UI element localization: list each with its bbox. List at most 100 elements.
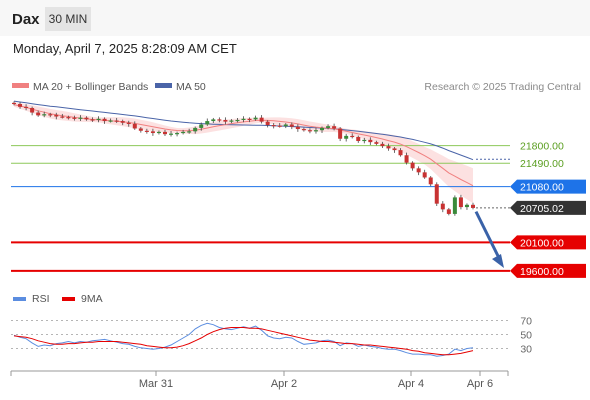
candle-body bbox=[108, 120, 113, 122]
ma20-legend-swatch bbox=[12, 83, 29, 88]
candle-body bbox=[380, 143, 385, 147]
candle-body bbox=[301, 129, 306, 131]
candle-body bbox=[398, 150, 403, 156]
x-tick-label: Apr 6 bbox=[467, 378, 493, 390]
rsi-tick-label: 50 bbox=[520, 330, 532, 342]
candle-body bbox=[235, 119, 240, 122]
candle-body bbox=[446, 209, 451, 214]
rsi-legend-label: RSI bbox=[32, 293, 50, 305]
candle-body bbox=[181, 131, 186, 134]
x-tick-label: Mar 31 bbox=[139, 378, 173, 390]
candle-body bbox=[464, 204, 469, 208]
candle-body bbox=[211, 119, 216, 122]
candle-body bbox=[332, 126, 337, 129]
rsi-tick-label: 70 bbox=[520, 316, 532, 328]
candle-body bbox=[18, 103, 23, 107]
candle-body bbox=[150, 131, 155, 134]
candle-body bbox=[374, 142, 379, 144]
candle-body bbox=[162, 131, 167, 135]
candle-body bbox=[452, 197, 457, 214]
forecast-arrow-shaft bbox=[474, 210, 502, 261]
rsi-line bbox=[13, 322, 474, 357]
level-tag-last bbox=[510, 200, 586, 215]
candle-body bbox=[283, 124, 288, 127]
candle-body bbox=[259, 117, 264, 122]
rsi-ma-line bbox=[13, 327, 474, 356]
candle-body bbox=[428, 177, 433, 185]
candle-body bbox=[265, 121, 270, 126]
candle-body bbox=[313, 130, 318, 132]
candle-body bbox=[440, 203, 445, 210]
level-label-pivot: 21080.00 bbox=[520, 182, 564, 194]
candle-body bbox=[12, 102, 16, 105]
header-bar bbox=[0, 0, 590, 36]
instrument-title: Dax bbox=[12, 11, 40, 28]
candle-body bbox=[271, 125, 276, 127]
level-label-resistance: 21490.00 bbox=[520, 158, 564, 170]
candle-body bbox=[320, 127, 325, 131]
candle-body bbox=[344, 135, 349, 139]
candle-body bbox=[169, 133, 174, 135]
candle-body bbox=[471, 204, 475, 208]
candle-body bbox=[205, 121, 210, 125]
candle-body bbox=[241, 118, 246, 120]
level-tag-target bbox=[510, 263, 586, 278]
level-label-last: 20705.02 bbox=[520, 203, 564, 215]
credit-text: Research © 2025 Trading Central bbox=[424, 81, 581, 93]
candle-body bbox=[338, 128, 343, 139]
candle-body bbox=[289, 124, 294, 127]
candle-body bbox=[54, 114, 59, 117]
level-label-target: 19600.00 bbox=[520, 266, 564, 278]
candle-body bbox=[307, 130, 312, 132]
candle-body bbox=[404, 155, 409, 163]
candle-body bbox=[350, 135, 355, 138]
candle-body bbox=[368, 139, 373, 143]
candle-body bbox=[48, 114, 53, 116]
interval-button[interactable] bbox=[45, 7, 91, 31]
level-tag-pivot bbox=[510, 179, 586, 194]
candle-body bbox=[199, 124, 204, 128]
ma50-line bbox=[13, 100, 474, 161]
candle-body bbox=[229, 120, 234, 122]
candle-body bbox=[295, 126, 300, 130]
ma50-legend-label: MA 50 bbox=[176, 81, 206, 93]
price-panel: 21800.00 21490.00 21080.00 20705.02 20100.00… bbox=[11, 100, 586, 278]
ma20-legend-label: MA 20 + Bollinger Bands bbox=[33, 81, 148, 93]
candle-body bbox=[193, 127, 198, 132]
candle-body bbox=[126, 122, 131, 124]
x-tick-label: Apr 2 bbox=[271, 378, 297, 390]
level-label-target: 20100.00 bbox=[520, 237, 564, 249]
level-tag-target bbox=[510, 235, 586, 250]
forecast-arrow-head bbox=[492, 254, 504, 268]
candle-body bbox=[277, 125, 282, 127]
rsi-tick-label: 30 bbox=[520, 344, 532, 356]
candle-body bbox=[175, 133, 180, 135]
candle-body bbox=[24, 106, 29, 109]
candle-body bbox=[66, 117, 71, 119]
candle-body bbox=[223, 119, 228, 122]
rsi-ma-legend-swatch bbox=[62, 297, 75, 301]
candle-body bbox=[458, 197, 463, 208]
candle-body bbox=[138, 128, 143, 131]
candle-body bbox=[102, 118, 107, 122]
candle-body bbox=[144, 130, 149, 132]
rsi-panel: 70 50 30 bbox=[11, 316, 532, 357]
candle-body bbox=[217, 119, 222, 121]
candle-body bbox=[72, 117, 77, 119]
candle-body bbox=[84, 117, 89, 120]
interval-label[interactable]: 30 MIN bbox=[49, 12, 88, 26]
ma50-legend-swatch bbox=[155, 83, 172, 88]
candle-body bbox=[326, 126, 331, 128]
candle-body bbox=[356, 137, 361, 142]
rsi-legend-swatch bbox=[13, 297, 26, 301]
candle-body bbox=[30, 107, 35, 113]
candle-body bbox=[36, 112, 41, 116]
bollinger-band-area bbox=[14, 102, 473, 204]
candle-body bbox=[90, 119, 95, 121]
candle-body bbox=[362, 139, 367, 142]
candle-body bbox=[60, 116, 65, 118]
candle-body bbox=[416, 168, 421, 173]
candle-body bbox=[42, 114, 47, 116]
